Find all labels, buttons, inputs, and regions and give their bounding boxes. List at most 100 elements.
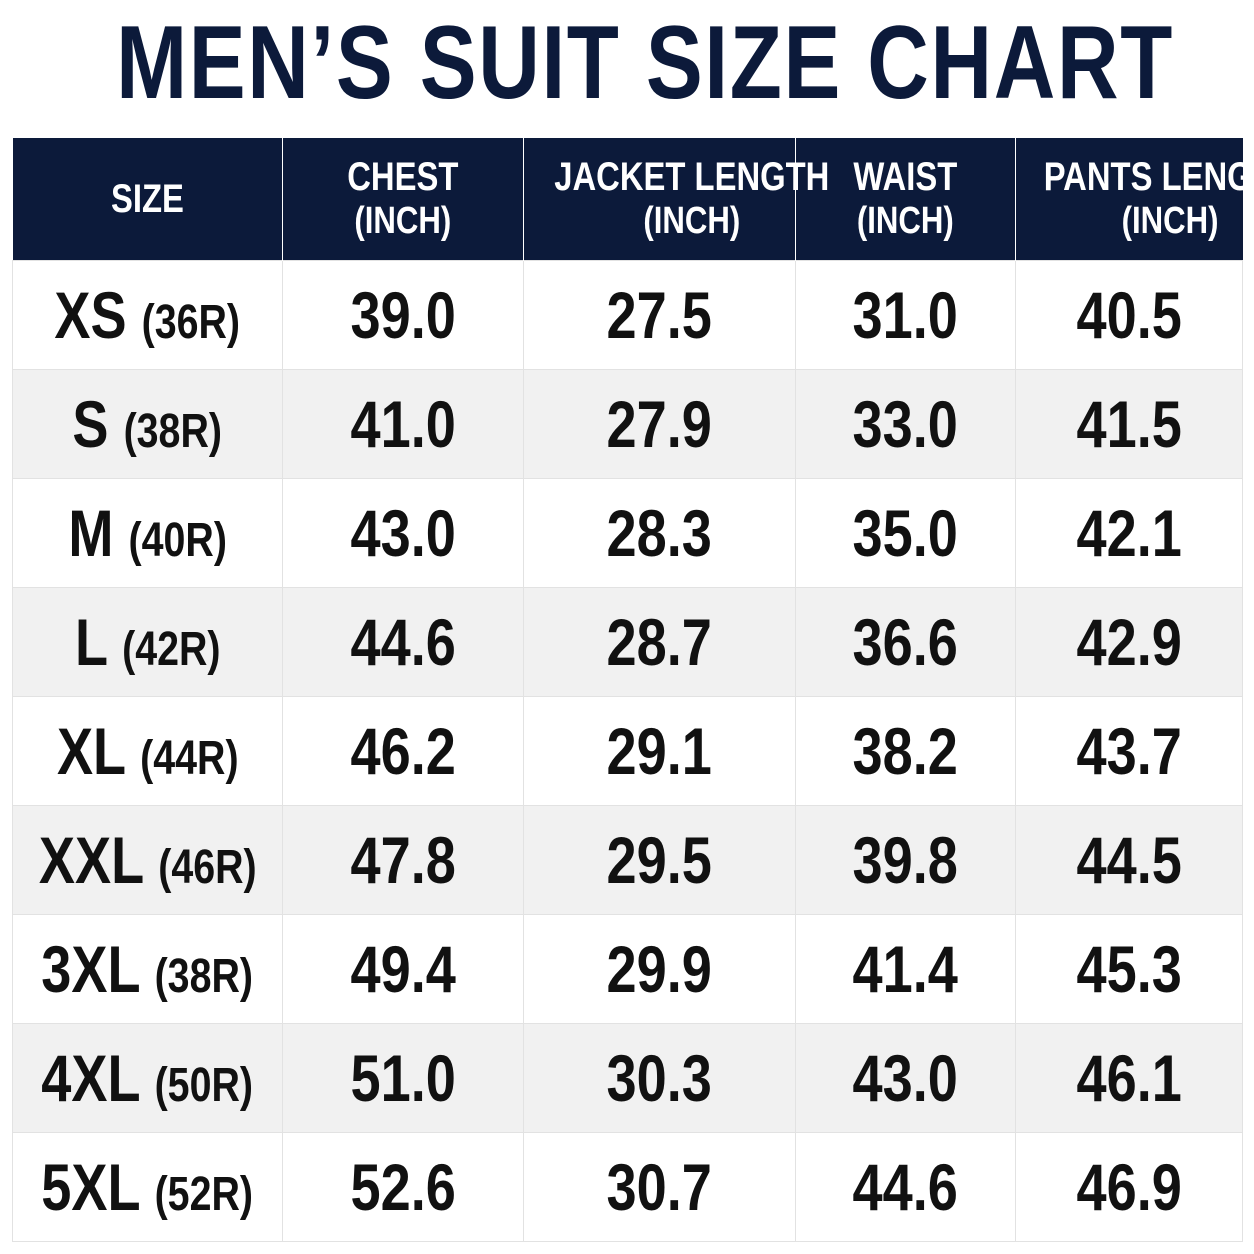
cell-value: 46.2 (350, 714, 456, 788)
table-row: 5XL (52R) 52.6 30.7 44.6 46.9 (12, 1132, 1243, 1242)
value-cell: 41.5 (1015, 369, 1243, 479)
value-cell: 44.5 (1015, 805, 1243, 915)
value-cell: 41.4 (795, 914, 1016, 1024)
header-cell: PANTS LENGTH(INCH) (1015, 138, 1254, 261)
cell-value: 47.8 (350, 823, 456, 897)
size-code: (38R) (154, 950, 254, 1003)
cell-value: 39.0 (350, 278, 456, 352)
header-label: CHEST (347, 155, 459, 199)
header-wrap: PANTS LENGTH(INCH) (1044, 155, 1254, 243)
header-wrap: WAIST (INCH) (854, 155, 958, 243)
header-unit: (INCH) (857, 200, 954, 242)
value-cell: 46.2 (282, 696, 524, 806)
size-cell: XL (44R) (12, 696, 283, 806)
header-label: WAIST (853, 155, 958, 199)
value-cell: 49.4 (282, 914, 524, 1024)
cell-value: 29.5 (606, 823, 713, 897)
value-cell: 28.3 (523, 478, 796, 588)
cell-value: 43.0 (852, 1041, 959, 1115)
cell-value: 42.9 (1076, 605, 1182, 679)
header-wrap: SIZE (111, 177, 184, 221)
cell-value: 52.6 (350, 1150, 456, 1224)
value-cell: 27.5 (523, 260, 796, 370)
value-cell: 40.5 (1015, 260, 1243, 370)
cell-value: 39.8 (852, 823, 959, 897)
header-row: SIZE CHEST (INCH) JACKET LENGTH (INCH) WAIST(… (12, 138, 1254, 261)
cell-value: 38.2 (852, 714, 959, 788)
table-row: 3XL (38R) 49.4 29.9 41.4 45.3 (12, 914, 1243, 1024)
cell-value: 41.0 (350, 387, 456, 461)
size-label: 4XL (41, 1041, 140, 1115)
size-wrap: S (38R) (73, 386, 223, 462)
header-unit: (INCH) (643, 200, 741, 242)
value-cell: 46.1 (1015, 1023, 1243, 1133)
cell-value: 51.0 (350, 1041, 456, 1115)
value-cell: 51.0 (282, 1023, 524, 1133)
cell-value: 41.4 (852, 932, 959, 1006)
size-code: (42R) (121, 623, 221, 676)
value-cell: 39.8 (795, 805, 1016, 915)
size-wrap: M (40R) (68, 495, 227, 571)
title-text: MEN’S SUIT SIZE CHART (116, 5, 1174, 121)
header-wrap: JACKET LENGTH (INCH) (554, 155, 829, 243)
table-row: 4XL (50R) 51.0 30.3 43.0 46.1 (12, 1023, 1243, 1133)
size-label: 5XL (41, 1150, 140, 1224)
cell-value: 43.0 (350, 496, 456, 570)
header-cell: SIZE (12, 138, 283, 261)
cell-value: 46.1 (1076, 1041, 1182, 1115)
cell-value: 49.4 (350, 932, 456, 1006)
title: MEN’S SUIT SIZE CHART (0, 8, 1254, 118)
value-cell: 52.6 (282, 1132, 524, 1242)
table-body: XS (36R) 39.0 27.5 31.0 40.5 S (38R) 41.0 27.9 3… (12, 260, 1243, 1242)
size-cell: 4XL (50R) (12, 1023, 283, 1133)
cell-value: 27.5 (606, 278, 713, 352)
cell-value: 46.9 (1076, 1150, 1182, 1224)
table-row: M (40R) 43.0 28.3 35.0 42.1 (12, 478, 1243, 588)
cell-value: 42.1 (1076, 496, 1182, 570)
header-unit: (INCH) (354, 200, 452, 242)
size-code: (46R) (157, 841, 257, 894)
size-cell: XS (36R) (12, 260, 283, 370)
value-cell: 30.7 (523, 1132, 796, 1242)
value-cell: 47.8 (282, 805, 524, 915)
header-label: PANTS LENGTH (1043, 155, 1254, 199)
size-cell: L (42R) (12, 587, 283, 697)
value-cell: 29.1 (523, 696, 796, 806)
table-row: XL (44R) 46.2 29.1 38.2 43.7 (12, 696, 1243, 806)
size-cell: XXL (46R) (12, 805, 283, 915)
size-cell: M (40R) (12, 478, 283, 588)
value-cell: 35.0 (795, 478, 1016, 588)
size-code: (38R) (123, 405, 223, 458)
size-table: SIZE CHEST (INCH) JACKET LENGTH (INCH) WAIST(… (12, 138, 1254, 1242)
cell-value: 41.5 (1076, 387, 1182, 461)
value-cell: 43.7 (1015, 696, 1243, 806)
table-row: S (38R) 41.0 27.9 33.0 41.5 (12, 369, 1243, 479)
size-wrap: XL (44R) (57, 713, 239, 789)
cell-value: 31.0 (852, 278, 959, 352)
size-code: (50R) (154, 1059, 254, 1112)
size-label: XS (54, 278, 127, 352)
value-cell: 45.3 (1015, 914, 1243, 1024)
size-code: (36R) (141, 296, 241, 349)
size-cell: S (38R) (12, 369, 283, 479)
cell-value: 44.6 (350, 605, 456, 679)
value-cell: 41.0 (282, 369, 524, 479)
value-cell: 38.2 (795, 696, 1016, 806)
size-label: L (74, 605, 107, 679)
value-cell: 44.6 (795, 1132, 1016, 1242)
cell-value: 44.6 (852, 1150, 959, 1224)
size-code: (44R) (139, 732, 239, 785)
cell-value: 35.0 (852, 496, 959, 570)
cell-value: 40.5 (1076, 278, 1182, 352)
value-cell: 29.9 (523, 914, 796, 1024)
header-cell: WAIST (INCH) (795, 138, 1016, 261)
table-row: XS (36R) 39.0 27.5 31.0 40.5 (12, 260, 1243, 370)
size-wrap: XXL (46R) (39, 822, 257, 898)
size-label: XXL (38, 823, 143, 897)
cell-value: 45.3 (1076, 932, 1182, 1006)
header-wrap: CHEST (INCH) (347, 155, 458, 243)
header-unit: (INCH) (1121, 200, 1219, 242)
size-code: (52R) (154, 1168, 254, 1221)
size-cell: 3XL (38R) (12, 914, 283, 1024)
value-cell: 44.6 (282, 587, 524, 697)
